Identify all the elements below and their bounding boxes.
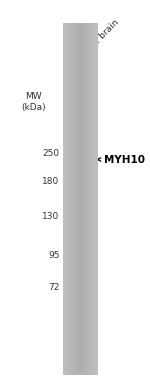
Text: Mouse brain: Mouse brain (75, 18, 120, 63)
Text: 95: 95 (48, 251, 59, 260)
Text: 72: 72 (48, 283, 59, 292)
Text: MW
(kDa): MW (kDa) (22, 92, 46, 112)
Text: MYH10: MYH10 (104, 154, 145, 165)
Text: 130: 130 (42, 212, 59, 221)
Text: 250: 250 (42, 149, 59, 157)
Text: 180: 180 (42, 177, 59, 186)
Bar (68, 154, 94, 165)
